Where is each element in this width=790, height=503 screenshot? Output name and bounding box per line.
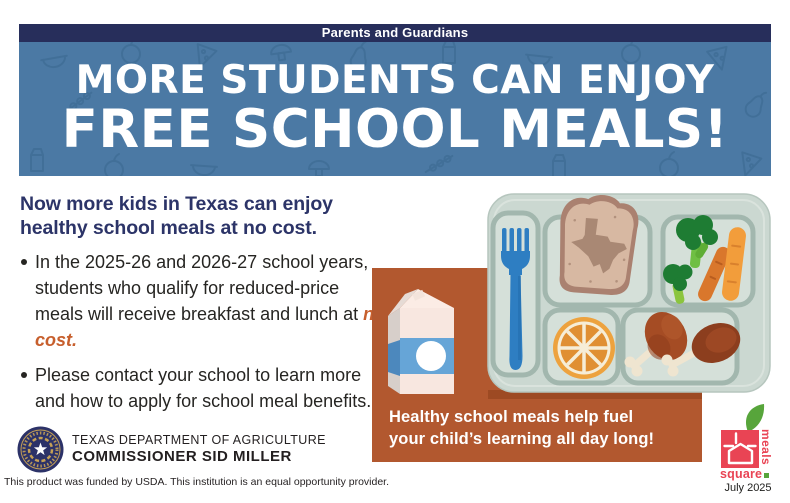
bullet-dot (21, 372, 27, 378)
chicken-drumstick-icon (624, 312, 741, 377)
callout-caption-line-2: your child’s learning all day long! (389, 430, 655, 448)
broccoli-icon (663, 215, 718, 304)
bullet-2-text: Please contact your school to learn more… (35, 365, 372, 411)
publication-date: July 2025 (724, 482, 772, 494)
orange-slice-icon (553, 317, 615, 379)
agency-commissioner: COMMISSIONER SID MILLER (72, 448, 292, 465)
headline-line-2: FREE SCHOOL MEALS! (61, 98, 729, 160)
fork-icon (501, 228, 530, 370)
bullet-list: In the 2025-26 and 2026-27 school years,… (20, 249, 386, 414)
bullet-1-text: In the 2025-26 and 2026-27 school years,… (35, 252, 369, 324)
bullet-item-2: Please contact your school to learn more… (20, 362, 386, 414)
tray-shadow (488, 390, 702, 399)
texas-toast-icon (559, 195, 639, 295)
tda-seal-icon (17, 426, 64, 473)
intro-heading-line-1: Now more kids in Texas can enjoy (20, 193, 333, 215)
lunch-tray-icon (487, 193, 771, 393)
intro-heading: Now more kids in Texas can enjoy healthy… (20, 192, 386, 240)
leaf-icon (745, 404, 765, 432)
hero-banner: MORE STUDENTS CAN ENJOY FREE SCHOOL MEAL… (19, 42, 771, 176)
funding-note: This product was funded by USDA. This in… (4, 476, 390, 488)
brand-green-square (764, 473, 770, 478)
bullet-item-1: In the 2025-26 and 2026-27 school years,… (20, 249, 386, 353)
agency-name: TEXAS DEPARTMENT OF AGRICULTURE (72, 433, 326, 447)
bullet-dot (21, 259, 27, 265)
headline-line-1: MORE STUDENTS CAN ENJOY (75, 58, 715, 104)
callout-caption-line-1: Healthy school meals help fuel (389, 408, 634, 426)
carrot-icon (698, 227, 746, 302)
agency-block: TEXAS DEPARTMENT OF AGRICULTURE COMMISSI… (17, 426, 326, 473)
audience-banner-label: Parents and Guardians (321, 25, 469, 40)
brand-square-label: square (720, 467, 770, 481)
milk-carton-icon (388, 289, 454, 394)
audience-banner: Parents and Guardians (19, 24, 771, 42)
brand-meals-label: meals (759, 429, 773, 466)
agency-text: TEXAS DEPARTMENT OF AGRICULTURE COMMISSI… (72, 433, 326, 466)
intro-section: Now more kids in Texas can enjoy healthy… (20, 192, 386, 423)
squaremeals-tray-icon (721, 430, 759, 468)
callout-caption: Healthy school meals help fuel your chil… (389, 406, 654, 450)
squaremeals-logo: meals square July 2025 (719, 402, 779, 500)
intro-heading-line-2: healthy school meals at no cost. (20, 217, 317, 239)
